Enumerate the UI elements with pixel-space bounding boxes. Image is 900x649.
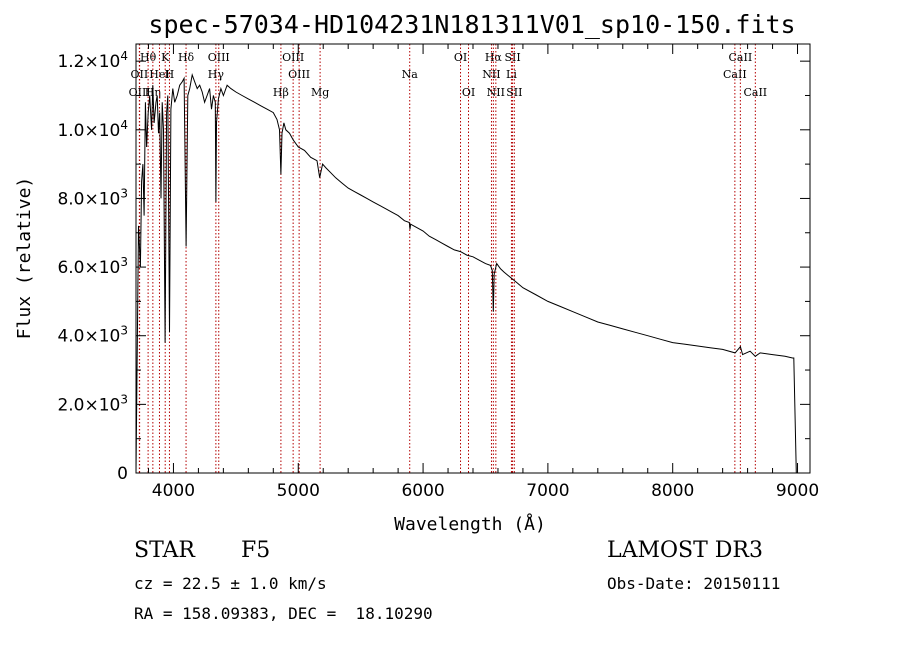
spectral-line-label: H	[165, 68, 175, 81]
spectrum-chart: spec-57034-HD104231N181311V01_sp10-150.f…	[14, 10, 819, 535]
y-tick-label: 4.0×103	[57, 324, 128, 347]
spectral-line-label: NII	[487, 86, 505, 99]
y-tick-label: 6.0×103	[57, 255, 128, 278]
y-tick-mantissa: 1.0×10	[57, 121, 120, 141]
x-tick-label: 7000	[526, 481, 569, 501]
y-tick-label: 1.2×104	[57, 49, 128, 72]
spectral-line-label: OIII	[208, 51, 230, 64]
spectral-line-label: CaII	[729, 51, 753, 64]
spectral-line-label: Li	[506, 68, 517, 81]
y-tick-mantissa: 6.0×10	[57, 258, 120, 278]
object-subclass: F5	[241, 538, 271, 563]
object-class: STAR	[134, 538, 195, 563]
axis-ticks: 4000 5000 6000 7000 8000 900002.0×1034.0×1036…	[57, 44, 819, 501]
spectral-line-label: SII	[504, 51, 520, 64]
ra-dec: RA = 158.09383, DEC = 18.10290	[134, 604, 433, 623]
y-tick-label: 0	[117, 464, 128, 484]
spectrum-line	[135, 72, 798, 474]
spectral-line-label: Hγ	[208, 68, 225, 81]
x-tick-label: 4000	[152, 481, 195, 501]
obs-date: Obs-Date: 20150111	[607, 574, 781, 593]
chart-title: spec-57034-HD104231N181311V01_sp10-150.f…	[148, 10, 795, 39]
y-tick-exponent: 3	[120, 392, 128, 406]
spectral-line-label: NII	[482, 68, 500, 81]
spectral-line-label: Hθ	[140, 51, 157, 64]
spectral-line-label: SII	[506, 86, 522, 99]
spectral-line-label: OI	[462, 86, 475, 99]
y-tick-label: 1.0×104	[57, 118, 128, 141]
spectral-line-label: Na	[402, 68, 419, 81]
y-tick-exponent: 4	[120, 49, 128, 63]
spectral-line-label: OIII	[282, 51, 304, 64]
y-tick-exponent: 4	[120, 118, 128, 132]
spectral-line-label: Hβ	[273, 86, 289, 99]
spectral-line-label: Hδ	[178, 51, 195, 64]
y-tick-label: 2.0×103	[57, 392, 128, 415]
spectral-line-label: CaII	[723, 68, 747, 81]
y-tick-mantissa: 4.0×10	[57, 327, 120, 347]
redshift-text: cz = 22.5 ± 1.0 km/s	[134, 574, 327, 593]
x-tick-label: 5000	[277, 481, 320, 501]
y-tick-mantissa: 1.2×10	[57, 52, 120, 72]
y-tick-exponent: 3	[120, 186, 128, 200]
y-tick-label: 8.0×103	[57, 186, 128, 209]
y-tick-exponent: 3	[120, 324, 128, 338]
spectral-line-label: Hα	[485, 51, 503, 64]
y-axis-label: Flux (relative)	[14, 177, 35, 340]
x-tick-label: 6000	[401, 481, 444, 501]
y-tick-mantissa: 0	[117, 464, 128, 484]
spectral-line-label: CaII	[743, 86, 767, 99]
spectral-line-label: OI	[454, 51, 467, 64]
y-tick-mantissa: 2.0×10	[57, 395, 120, 415]
y-tick-exponent: 3	[120, 255, 128, 269]
y-tick-mantissa: 8.0×10	[57, 189, 120, 209]
plot-frame	[135, 43, 811, 474]
survey-name: LAMOST DR3	[607, 538, 763, 563]
x-tick-label: 9000	[776, 481, 819, 501]
spectral-line-label: OII	[131, 68, 149, 81]
spectral-line-label: OIII	[288, 68, 310, 81]
spectral-line-label: OIII	[129, 86, 151, 99]
x-tick-label: 8000	[651, 481, 694, 501]
x-axis-label: Wavelength (Å)	[394, 513, 546, 535]
spectral-line-label: K	[161, 51, 170, 64]
spectral-line-label: HeI	[149, 68, 169, 81]
spectral-line-label: Mg	[311, 86, 329, 99]
